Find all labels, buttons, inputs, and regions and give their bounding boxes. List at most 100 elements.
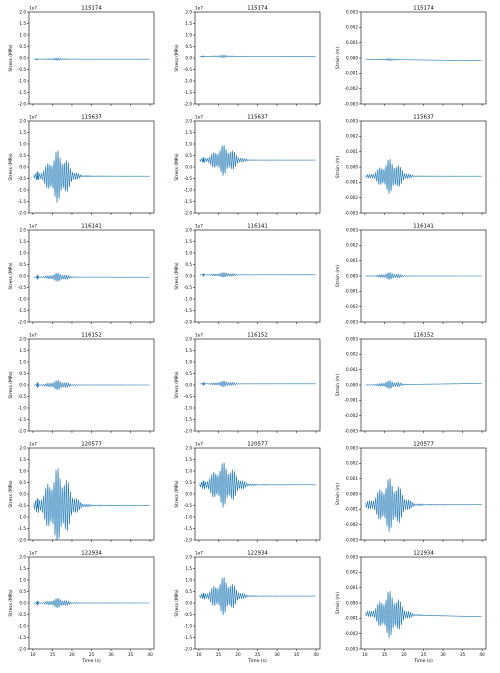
x-tick-label: 35 <box>460 652 466 657</box>
y-tick-label: 0.0 <box>185 55 192 60</box>
subplot-title: 115174 <box>81 6 102 12</box>
series-line <box>199 54 316 58</box>
subplot-title: 116141 <box>413 224 434 230</box>
y-tick-label: -0.001 <box>345 507 359 512</box>
y-tick-label: -1.0 <box>184 187 193 192</box>
plot-frame <box>28 11 155 105</box>
y-tick-label: 0.0 <box>185 382 192 387</box>
axis-offset-label: 1e7 <box>29 551 37 556</box>
y-tick-label: 0.0 <box>185 164 192 169</box>
y-tick-label: -0.5 <box>18 503 27 508</box>
y-tick-label: -1.5 <box>184 199 193 204</box>
subplot-title: 116152 <box>413 333 434 339</box>
y-tick-label: 1.0 <box>19 32 26 37</box>
series-line <box>365 478 482 532</box>
y-tick-label: 1.0 <box>19 250 26 255</box>
y-tick-label: 0.0 <box>19 600 26 605</box>
x-tick-label: 15 <box>216 652 222 657</box>
subplot-116141-3: 116141 -0.003 -0.002 -0.001 0.000 0.001 0.002 0… <box>335 224 487 324</box>
plot-frame <box>360 338 487 432</box>
subplot-title: 115174 <box>247 6 268 12</box>
y-tick-label: -0.002 <box>345 304 359 309</box>
y-tick-label: -0.003 <box>345 537 359 542</box>
y-tick-label: -0.001 <box>345 398 359 403</box>
y-tick-label: 1.0 <box>19 577 26 582</box>
y-tick-label: 2.0 <box>185 554 192 559</box>
series-line <box>33 468 150 541</box>
y-axis-label: Strain (m) <box>335 483 341 505</box>
subplot-title: 120577 <box>247 442 268 448</box>
y-tick-label: -2.0 <box>18 319 27 324</box>
y-tick-label: 0.5 <box>185 44 192 49</box>
subplot-title: 120577 <box>413 442 434 448</box>
x-tick-label: 35 <box>294 652 300 657</box>
series-line <box>365 58 482 62</box>
y-tick-label: 2.0 <box>185 445 192 450</box>
y-tick-label: -1.5 <box>184 417 193 422</box>
y-axis-label: Stress (MPa) <box>174 153 180 181</box>
y-axis-label: Stress (MPa) <box>8 589 14 617</box>
subplot-115637-1: 115637 1e7 -2.0 -1.5 -1.0 -0.5 0.0 0.5 1.0 1.5 2.0… <box>8 115 155 215</box>
x-tick-label: 20 <box>235 652 241 657</box>
subplot-120577-3: 120577 -0.003 -0.002 -0.001 0.000 0.001 0.002 0… <box>335 442 487 542</box>
subplot-title: 116152 <box>247 333 268 339</box>
y-tick-label: 0.0 <box>19 273 26 278</box>
x-tick-label: 30 <box>108 652 114 657</box>
y-tick-label: -0.5 <box>18 67 27 72</box>
x-axis-label: Time (s) <box>413 658 433 664</box>
y-tick-label: 2.0 <box>185 336 192 341</box>
subplot-title: 116141 <box>81 224 102 230</box>
x-tick-label: 15 <box>382 652 388 657</box>
series-line <box>33 379 150 391</box>
series-line <box>33 597 150 609</box>
y-tick-label: -1.0 <box>18 78 27 83</box>
series-line <box>199 577 316 616</box>
subplot-title: 122934 <box>81 551 102 557</box>
y-tick-label: 0.5 <box>185 589 192 594</box>
x-tick-label: 40 <box>313 652 319 657</box>
subplot-116152-2: 116152 1e7 -2.0 -1.5 -1.0 -0.5 0.0 0.5 1.0 1.5 2.0… <box>174 333 321 433</box>
subplot-122934-1: 122934 1e7 -2.0 -1.5 -1.0 -0.5 0.0 0.5 1.0 1.5 2.0… <box>8 551 155 664</box>
subplot-120577-1: 120577 1e7 -2.0 -1.5 -1.0 -0.5 0.0 0.5 1.0 1.5 2.0… <box>8 442 155 542</box>
y-tick-label: 2.0 <box>19 554 26 559</box>
x-tick-label: 25 <box>89 652 95 657</box>
y-tick-label: 0.001 <box>346 149 358 154</box>
y-tick-label: 0.001 <box>346 40 358 45</box>
y-tick-label: 0.0 <box>185 273 192 278</box>
y-tick-label: 1.0 <box>185 468 192 473</box>
y-tick-label: -0.003 <box>345 646 359 651</box>
x-tick-label: 30 <box>440 652 446 657</box>
y-axis-label: Strain (m) <box>335 265 341 287</box>
y-tick-label: 0.5 <box>19 480 26 485</box>
series-line <box>365 590 482 639</box>
y-tick-label: 0.0 <box>19 164 26 169</box>
subplot-116141-1: 116141 1e7 -2.0 -1.5 -1.0 -0.5 0.0 0.5 1.0 1.5 2.0… <box>8 224 155 324</box>
y-tick-label: 0.5 <box>185 262 192 267</box>
y-tick-label: -1.0 <box>18 296 27 301</box>
y-tick-label: 0.003 <box>346 445 358 450</box>
y-axis-label: Stress (MPa) <box>8 44 14 72</box>
axis-offset-label: 1e7 <box>29 115 37 120</box>
y-tick-label: -1.0 <box>18 405 27 410</box>
y-tick-label: 0.0 <box>19 491 26 496</box>
y-tick-label: 0.003 <box>346 336 358 341</box>
subplot-115174-1: 115174 1e7 -2.0 -1.5 -1.0 -0.5 0.0 0.5 1.0 1.5 2.0… <box>8 6 155 106</box>
plot-frame <box>194 447 321 541</box>
x-tick-label: 30 <box>274 652 280 657</box>
y-tick-label: -1.0 <box>18 187 27 192</box>
y-tick-label: 0.000 <box>346 491 358 496</box>
y-tick-label: -0.5 <box>184 285 193 290</box>
axis-offset-label: 1e7 <box>195 551 203 556</box>
series-line <box>199 462 316 508</box>
y-tick-label: -0.5 <box>18 285 27 290</box>
subplot-120577-2: 120577 1e7 -2.0 -1.5 -1.0 -0.5 0.0 0.5 1.0 1.5 2.0… <box>174 442 321 542</box>
y-tick-label: -0.002 <box>345 522 359 527</box>
subplot-title: 122934 <box>247 551 268 557</box>
y-tick-label: 1.5 <box>19 457 26 462</box>
subplot-title: 115637 <box>413 115 434 121</box>
y-tick-label: -0.5 <box>18 176 27 181</box>
y-tick-label: 0.5 <box>19 262 26 267</box>
subplot-116152-3: 116152 -0.003 -0.002 -0.001 0.000 0.001 0.002 0… <box>335 333 487 433</box>
subplot-title: 115174 <box>413 6 434 12</box>
y-tick-label: -0.5 <box>184 612 193 617</box>
